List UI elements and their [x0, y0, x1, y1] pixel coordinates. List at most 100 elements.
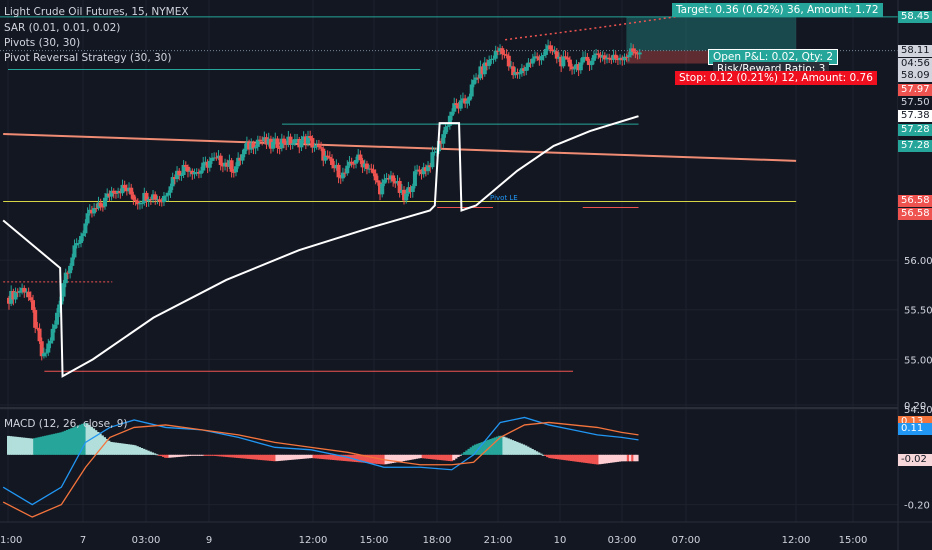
- macd-hist-bar: [559, 454, 563, 460]
- candle-body: [116, 190, 121, 194]
- candle-body: [498, 48, 503, 52]
- macd-hist-bar: [388, 454, 392, 464]
- candle-body: [96, 202, 101, 209]
- macd-hist-bar: [96, 431, 100, 455]
- macd-hist-bar: [135, 446, 139, 455]
- macd-hist-bar: [159, 454, 163, 457]
- macd-hist-bar: [227, 454, 231, 458]
- time-tick-label: 03:00: [132, 535, 161, 546]
- candle-body: [17, 290, 22, 293]
- macd-hist-bar: [111, 442, 115, 455]
- macd-hist-bar: [587, 454, 591, 464]
- macd-hist-bar: [572, 454, 576, 462]
- macd-hist-bar: [253, 454, 257, 460]
- candle-body: [511, 66, 516, 76]
- macd-hist-bar: [183, 454, 187, 457]
- candle-body: [548, 45, 553, 50]
- candle-body: [306, 136, 311, 144]
- candle-body: [105, 193, 110, 198]
- macd-hist-bar: [175, 454, 179, 458]
- macd-hist-bar: [55, 433, 59, 455]
- candle-body: [343, 172, 348, 174]
- candle-body: [386, 178, 391, 180]
- candle-body: [37, 328, 42, 342]
- macd-hist-bar: [179, 454, 183, 457]
- candle-body: [166, 192, 171, 196]
- time-tick-label: 21:00: [0, 535, 22, 546]
- macd-hist-bar: [580, 454, 584, 463]
- candle-body: [620, 57, 625, 61]
- pivots-indicator-label[interactable]: Pivots (30, 30): [4, 37, 81, 49]
- macd-hist-bar: [360, 454, 364, 463]
- candle-body: [397, 180, 402, 193]
- macd-hist-bar: [546, 454, 550, 458]
- macd-hist-bar: [24, 437, 28, 455]
- symbol-title[interactable]: Light Crude Oil Futures, 15, NYMEX: [4, 6, 189, 18]
- candle-body: [303, 136, 308, 144]
- macd-hist-bar: [168, 454, 172, 458]
- candle-body: [502, 54, 507, 56]
- macd-hist-bar: [463, 452, 467, 455]
- candle-body: [460, 98, 465, 101]
- candle-body: [295, 139, 300, 141]
- candle-body: [229, 160, 234, 172]
- macd-hist-bar: [419, 454, 423, 459]
- macd-hist-bar: [281, 454, 285, 461]
- candle-body: [471, 79, 476, 85]
- candle-body: [495, 50, 500, 52]
- candle-body: [478, 66, 483, 79]
- macd-hist-bar: [310, 454, 314, 459]
- macd-indicator-label[interactable]: MACD (12, 26, close, 9): [4, 418, 128, 430]
- macd-hist-bar: [133, 445, 137, 455]
- candle-body: [212, 157, 217, 159]
- macd-hist-bar: [190, 454, 194, 456]
- macd-hist-bar: [487, 439, 491, 455]
- candle-body: [55, 312, 60, 325]
- candle-body: [535, 56, 540, 58]
- price-axis-label: 57.97: [898, 84, 932, 97]
- macd-hist-bar: [157, 454, 161, 456]
- candle-body: [487, 60, 492, 66]
- macd-hist-bar: [356, 454, 360, 463]
- candle-body: [567, 59, 572, 67]
- candle-body: [364, 163, 369, 169]
- target-zone: [626, 16, 797, 51]
- sar-indicator-label[interactable]: SAR (0.01, 0.01, 0.02): [4, 22, 121, 34]
- macd-hist-bar: [216, 454, 220, 457]
- candle-body: [559, 56, 564, 67]
- strategy-label[interactable]: Pivot Reversal Strategy (30, 30): [4, 52, 172, 64]
- macd-hist-bar: [65, 429, 69, 455]
- macd-hist-bar: [517, 442, 521, 455]
- macd-hist-bar: [148, 451, 152, 455]
- macd-hist-bar: [402, 454, 406, 462]
- candle-body: [367, 168, 372, 170]
- macd-hist-bar: [44, 435, 48, 455]
- macd-hist-bar: [57, 432, 61, 455]
- candle-body: [11, 290, 16, 300]
- macd-hist-bar: [257, 454, 261, 460]
- macd-hist-bar: [74, 426, 78, 455]
- macd-hist-bar: [120, 443, 124, 455]
- price-axis-label: 56.58: [898, 194, 932, 207]
- candle-body: [596, 53, 601, 55]
- candle-body: [94, 208, 99, 210]
- candle-body: [476, 77, 481, 79]
- candle-body: [524, 66, 529, 71]
- candle-body: [31, 300, 36, 310]
- time-tick-label: 18:00: [423, 535, 452, 546]
- macd-hist-bar: [323, 454, 327, 460]
- time-tick-label: 7: [80, 535, 86, 546]
- candle-body: [15, 291, 20, 293]
- macd-hist-bar: [602, 454, 606, 464]
- candle-body: [81, 233, 86, 237]
- macd-hist-bar: [452, 454, 456, 461]
- macd-hist-bar: [255, 454, 259, 460]
- candle-body: [284, 143, 289, 145]
- macd-hist-bar: [469, 447, 473, 455]
- macd-hist-bar: [471, 445, 475, 455]
- macd-hist-bar: [236, 454, 240, 458]
- candle-body: [214, 157, 219, 159]
- candle-body: [622, 56, 627, 61]
- candle-body: [369, 168, 374, 170]
- candle-body: [532, 56, 537, 59]
